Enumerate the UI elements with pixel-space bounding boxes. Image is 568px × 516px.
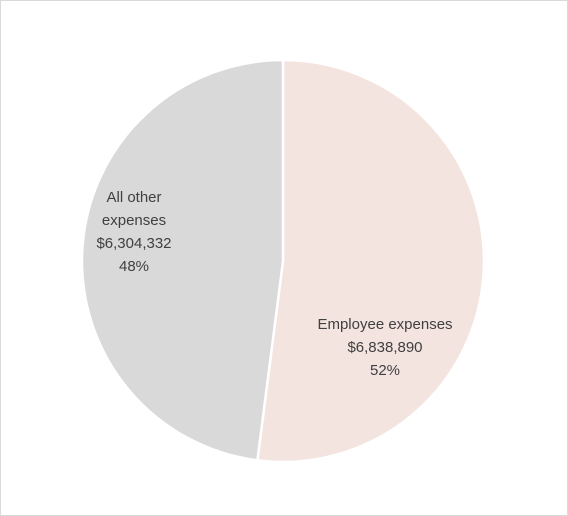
slice-name: Employee expenses [317,316,453,333]
data-label-all-other-expenses: All other expenses $6,304,332 48% [64,186,204,278]
pie-slice-employee-expenses [256,58,486,464]
slice-value: $6,304,332 [96,235,172,252]
slice-name-line-1: All other [106,189,162,206]
pie-slice-all-other-expenses [80,58,285,462]
slice-percent: 52% [369,362,401,379]
slice-name-line-2: expenses [101,212,167,229]
slice-percent: 48% [118,258,150,275]
slice-value: $6,838,890 [347,339,423,356]
data-label-employee-expenses: Employee expenses $6,838,890 52% [290,313,480,382]
